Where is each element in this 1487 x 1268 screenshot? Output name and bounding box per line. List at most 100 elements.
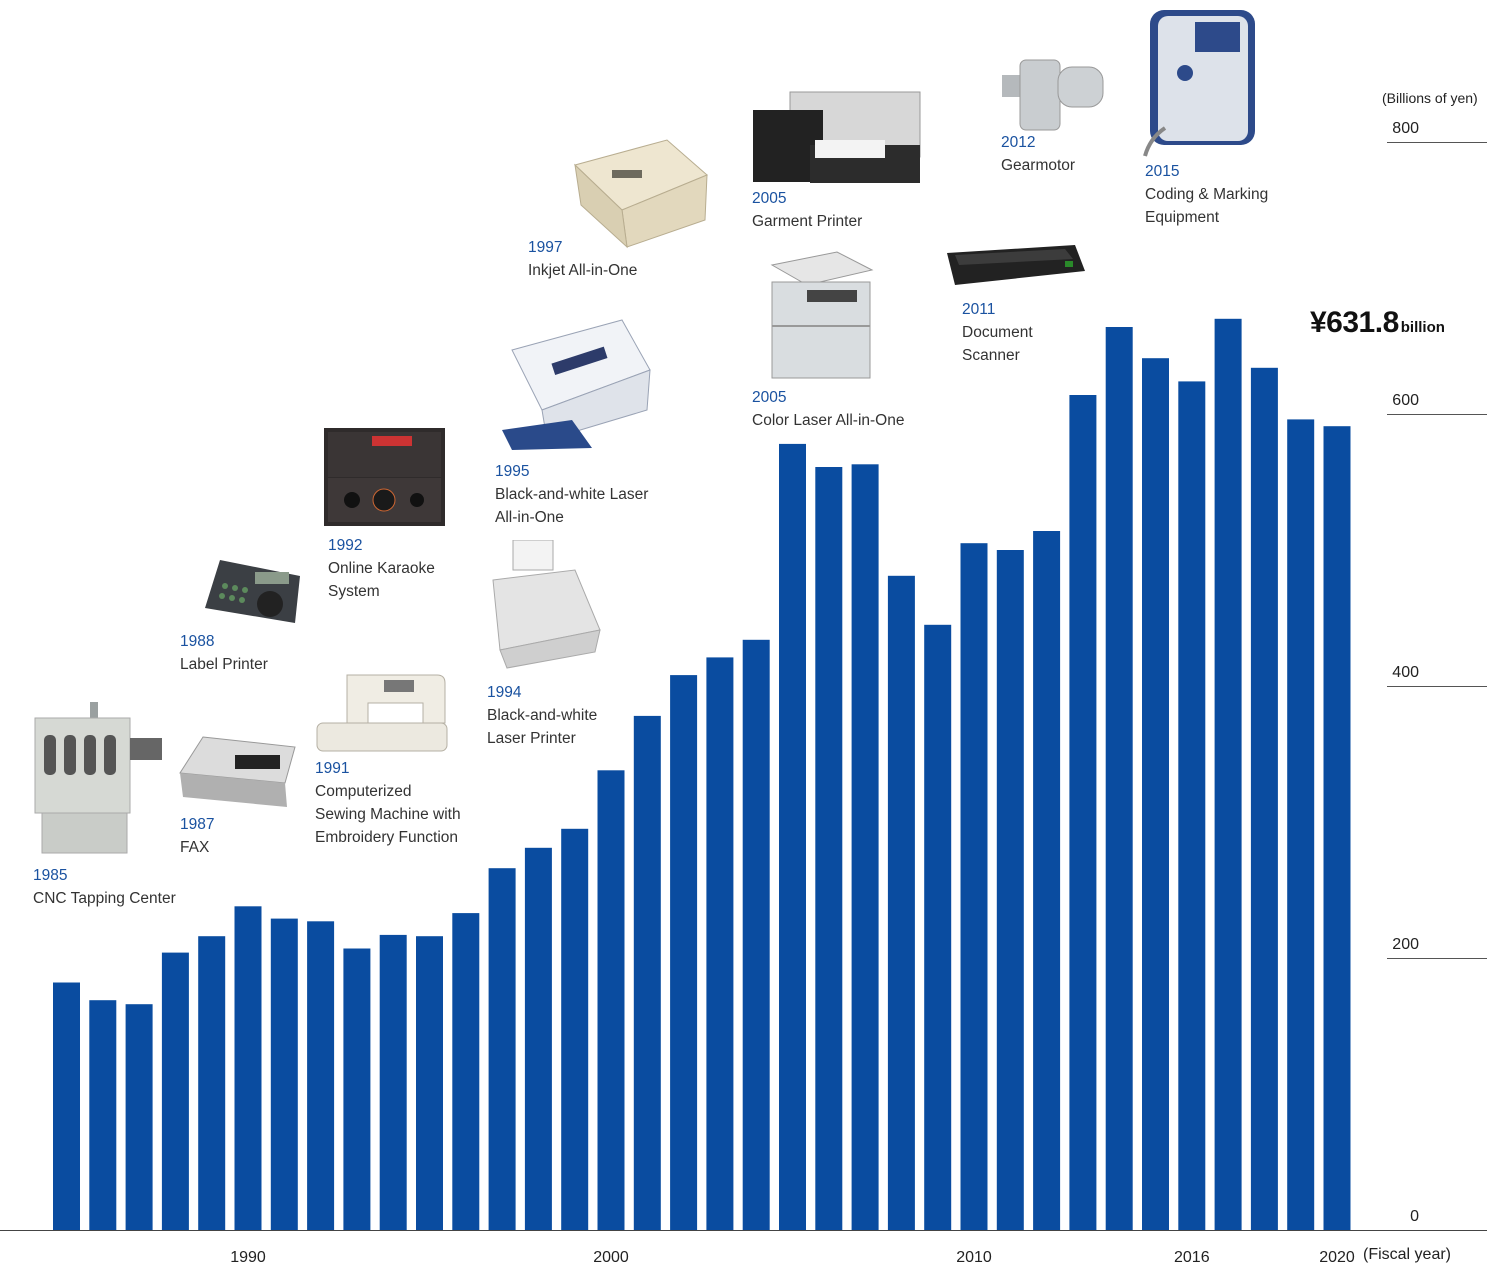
bar-1990 — [234, 906, 262, 1230]
milestone-year: 1995 — [495, 463, 530, 480]
fax-photo — [179, 736, 296, 807]
milestone-year: 2011 — [962, 301, 996, 318]
bar-2019 — [1287, 419, 1315, 1230]
milestone-name: System — [328, 583, 380, 600]
milestone-name: Label Printer — [180, 656, 268, 673]
bar-1989 — [198, 936, 226, 1230]
milestone-year: 1987 — [180, 816, 215, 833]
y-tick-label-0: 0 — [1410, 1208, 1419, 1225]
bar-1986 — [89, 1000, 117, 1230]
milestone-garment-printer: 2005 Garment Printer — [752, 187, 862, 233]
milestone-year: 2005 — [752, 389, 787, 406]
bar-2016 — [1178, 381, 1206, 1230]
milestone-name: Garment Printer — [752, 213, 863, 230]
bar-1998 — [524, 847, 552, 1230]
latest-value-callout: ¥631.8 billion — [1310, 306, 1445, 340]
bar-2020 — [1323, 426, 1351, 1230]
bar-2013 — [1069, 395, 1097, 1230]
x-tick-label-2000: 2000 — [593, 1249, 629, 1266]
milestone-gearmotor: 2012 Gearmotor — [1001, 131, 1075, 177]
laser-all-in-one-photo — [502, 319, 651, 450]
milestone-year: 2015 — [1145, 163, 1180, 180]
bar-1997 — [488, 868, 516, 1230]
bar-1995 — [416, 936, 443, 1230]
cnc-tapping-center-photo — [34, 702, 162, 854]
bar-2000 — [597, 770, 625, 1230]
bar-2002 — [670, 675, 698, 1230]
x-tick-label-1990: 1990 — [230, 1249, 266, 1266]
bar-2001 — [633, 715, 661, 1230]
milestone-name: Inkjet All-in-One — [528, 262, 638, 279]
milestone-document-scanner: 2011 Document Scanner — [962, 298, 1033, 367]
y-axis-unit-label: (Billions of yen) — [1382, 90, 1478, 106]
bar-2017 — [1214, 318, 1242, 1230]
bar-1996 — [452, 913, 480, 1230]
milestone-name: Document — [962, 324, 1033, 341]
milestone-name: Equipment — [1145, 209, 1220, 226]
milestone-name: Scanner — [962, 347, 1020, 364]
latest-value: ¥631.8 — [1310, 306, 1399, 339]
bar-1987 — [125, 1004, 153, 1230]
bar-1988 — [161, 952, 189, 1230]
milestone-name: FAX — [180, 839, 210, 856]
milestone-name: Sewing Machine with — [315, 806, 461, 823]
milestone-name: Color Laser All-in-One — [752, 412, 905, 429]
milestone-name: Black-and-white — [487, 707, 598, 724]
bar-2014 — [1105, 327, 1133, 1230]
inkjet-all-in-one-photo — [574, 139, 708, 249]
garment-printer-photo — [753, 91, 921, 183]
milestone-year: 1991 — [315, 760, 350, 777]
bar-2005 — [779, 443, 806, 1230]
bar-2004 — [742, 639, 770, 1230]
bar-2015 — [1142, 358, 1169, 1230]
bar-1985 — [53, 982, 80, 1230]
milestone-year: 2012 — [1001, 134, 1036, 151]
milestone-name: All-in-One — [495, 509, 564, 526]
milestone-inkjet-all-in-one: 1997 Inkjet All-in-One — [528, 236, 637, 282]
milestone-cnc-tapping-center: 1985 CNC Tapping Center — [33, 864, 176, 910]
bar-2006 — [815, 467, 843, 1230]
bar-2003 — [706, 657, 734, 1230]
milestone-name: Computerized — [315, 783, 412, 800]
coding-marking-equipment-photo — [1143, 10, 1255, 157]
y-tick-label-400: 400 — [1392, 664, 1419, 681]
milestone-label-printer: 1988 Label Printer — [180, 630, 268, 676]
gearmotor-photo — [1002, 59, 1104, 131]
x-axis: 1990 2000 2010 2016 2020 — [0, 1230, 1487, 1266]
milestone-name: Embroidery Function — [315, 829, 459, 846]
bar-series — [53, 318, 1351, 1230]
milestone-fax: 1987 FAX — [180, 813, 214, 859]
milestone-year: 2005 — [752, 190, 787, 207]
milestone-coding-marking-equipment: 2015 Coding & Marking Equipment — [1145, 160, 1268, 229]
x-tick-label-2016: 2016 — [1174, 1249, 1210, 1266]
milestone-name: Laser Printer — [487, 730, 576, 747]
x-axis-unit-label: (Fiscal year) — [1363, 1246, 1452, 1263]
sewing-machine-photo — [316, 674, 448, 752]
karaoke-system-photo — [324, 428, 445, 526]
y-axis: 0 200 400 600 800 — [1387, 120, 1487, 1225]
bar-1993 — [343, 948, 371, 1230]
milestone-name: Coding & Marking — [1145, 186, 1269, 203]
latest-value-unit: billion — [1400, 319, 1445, 336]
bar-2012 — [1033, 531, 1061, 1230]
bar-2009 — [924, 624, 952, 1230]
milestone-year: 1997 — [528, 239, 563, 256]
document-scanner-photo — [947, 245, 1085, 285]
milestone-color-laser-all-in-one: 2005 Color Laser All-in-One — [752, 386, 904, 432]
milestone-year: 1994 — [487, 684, 522, 701]
milestone-name: Black-and-white Laser — [495, 486, 649, 503]
bar-2008 — [887, 575, 915, 1230]
label-printer-photo — [205, 560, 300, 623]
milestone-year: 1985 — [33, 867, 68, 884]
milestone-name: Online Karaoke — [328, 560, 435, 577]
x-tick-label-2010: 2010 — [956, 1249, 992, 1266]
bar-1992 — [307, 921, 335, 1230]
laser-printer-photo — [492, 540, 601, 669]
color-laser-all-in-one-photo — [770, 251, 874, 379]
y-tick-label-800: 800 — [1392, 120, 1419, 137]
milestone-year: 1988 — [180, 633, 215, 650]
bar-1994 — [379, 934, 407, 1230]
milestone-karaoke-system: 1992 Online Karaoke System — [328, 534, 435, 603]
bar-1991 — [270, 918, 298, 1230]
